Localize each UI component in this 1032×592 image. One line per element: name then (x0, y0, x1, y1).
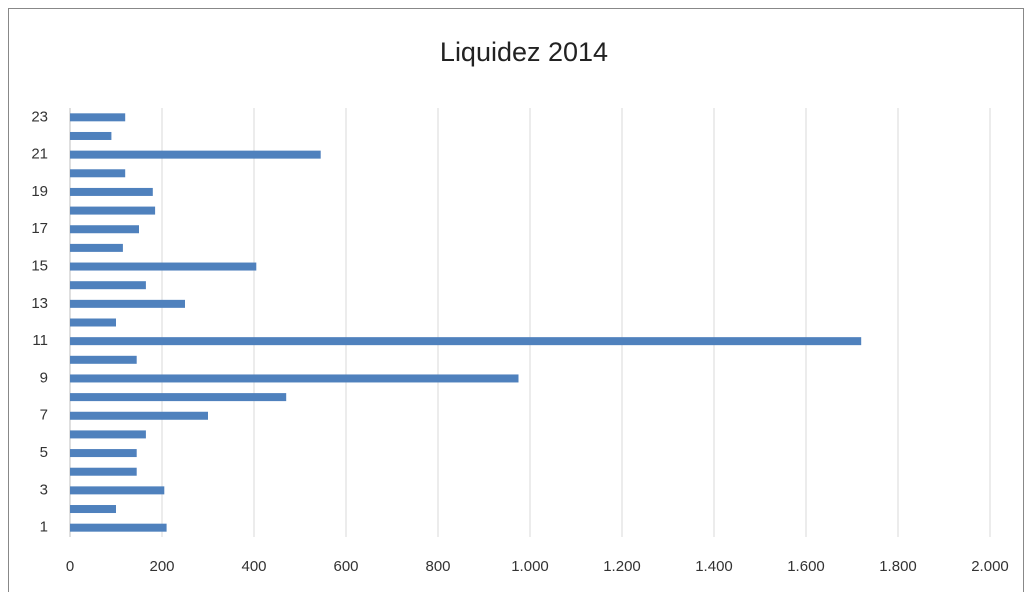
bar (70, 337, 862, 346)
chart-title: Liquidez 2014 (440, 37, 608, 67)
y-tick-label: 19 (31, 183, 48, 200)
y-tick-label: 21 (31, 146, 48, 163)
y-tick-label: 3 (40, 481, 48, 498)
bar (70, 430, 146, 439)
bar (70, 355, 137, 364)
bar (70, 505, 116, 514)
bar (70, 131, 112, 140)
y-tick-label: 15 (31, 258, 48, 275)
bar (70, 411, 208, 420)
bar (70, 206, 156, 215)
y-tick-label: 11 (32, 332, 48, 349)
x-tick-label: 1.600 (787, 558, 825, 575)
bar (70, 393, 287, 402)
y-tick-label: 7 (40, 407, 48, 424)
x-tick-label: 400 (241, 558, 266, 575)
x-tick-label: 200 (149, 558, 174, 575)
bar (70, 281, 146, 290)
y-tick-label: 23 (31, 108, 48, 125)
x-tick-label: 600 (333, 558, 358, 575)
bar (70, 318, 116, 327)
y-tick-label: 13 (31, 295, 48, 312)
bar (70, 299, 185, 308)
y-tick-label: 17 (31, 220, 48, 237)
y-tick-label: 1 (40, 519, 48, 536)
bar (70, 225, 139, 234)
bar (70, 262, 257, 271)
y-tick-label: 9 (40, 369, 48, 386)
bar (70, 486, 165, 495)
bar (70, 169, 126, 178)
bar (70, 523, 167, 532)
x-tick-label: 1.400 (695, 558, 733, 575)
bar (70, 449, 137, 458)
bar (70, 374, 519, 383)
x-tick-label: 1.000 (511, 558, 549, 575)
bar (70, 150, 321, 159)
bar (70, 113, 126, 122)
y-tick-label: 5 (40, 444, 48, 461)
x-tick-label: 1.800 (879, 558, 917, 575)
x-tick-label: 2.000 (971, 558, 1009, 575)
x-tick-label: 0 (66, 558, 74, 575)
bar (70, 467, 137, 476)
x-tick-label: 800 (425, 558, 450, 575)
x-tick-label: 1.200 (603, 558, 641, 575)
bar (70, 187, 153, 196)
bar (70, 243, 123, 252)
